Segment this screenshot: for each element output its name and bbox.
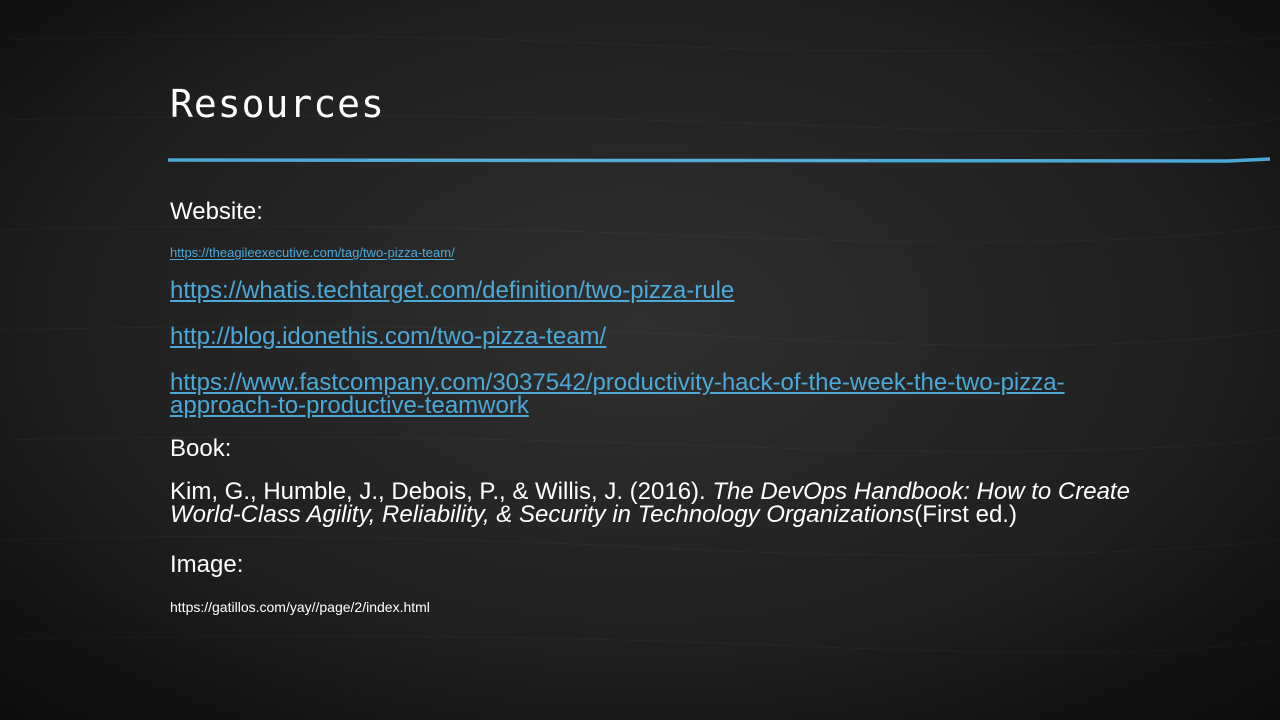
link-agile-executive[interactable]: https://theagileexecutive.com/tag/two-pi… xyxy=(170,245,455,260)
website-heading: Website: xyxy=(170,198,263,225)
book-heading: Book: xyxy=(170,435,232,462)
book-title: The DevOps Handbook: How to Create World… xyxy=(170,478,1130,528)
link-fastcompany[interactable]: https://www.fastcompany.com/3037542/prod… xyxy=(170,369,1065,419)
link-idonethis[interactable]: http://blog.idonethis.com/two-pizza-team… xyxy=(170,323,607,350)
book-edition: (First ed.) xyxy=(914,501,1017,528)
book-citation: Kim, G., Humble, J., Debois, P., & Willi… xyxy=(170,478,1130,528)
book-authors: Kim, G., Humble, J., Debois, P., & Willi… xyxy=(170,478,713,505)
slide-title: Resources xyxy=(170,82,385,126)
title-underline xyxy=(168,157,1270,163)
image-source: https://gatillos.com/yay//page/2/index.h… xyxy=(170,599,430,615)
resources-list: Website: https://theagileexecutive.com/t… xyxy=(170,197,1130,630)
link-techtarget[interactable]: https://whatis.techtarget.com/definition… xyxy=(170,277,735,304)
image-heading: Image: xyxy=(170,551,244,578)
